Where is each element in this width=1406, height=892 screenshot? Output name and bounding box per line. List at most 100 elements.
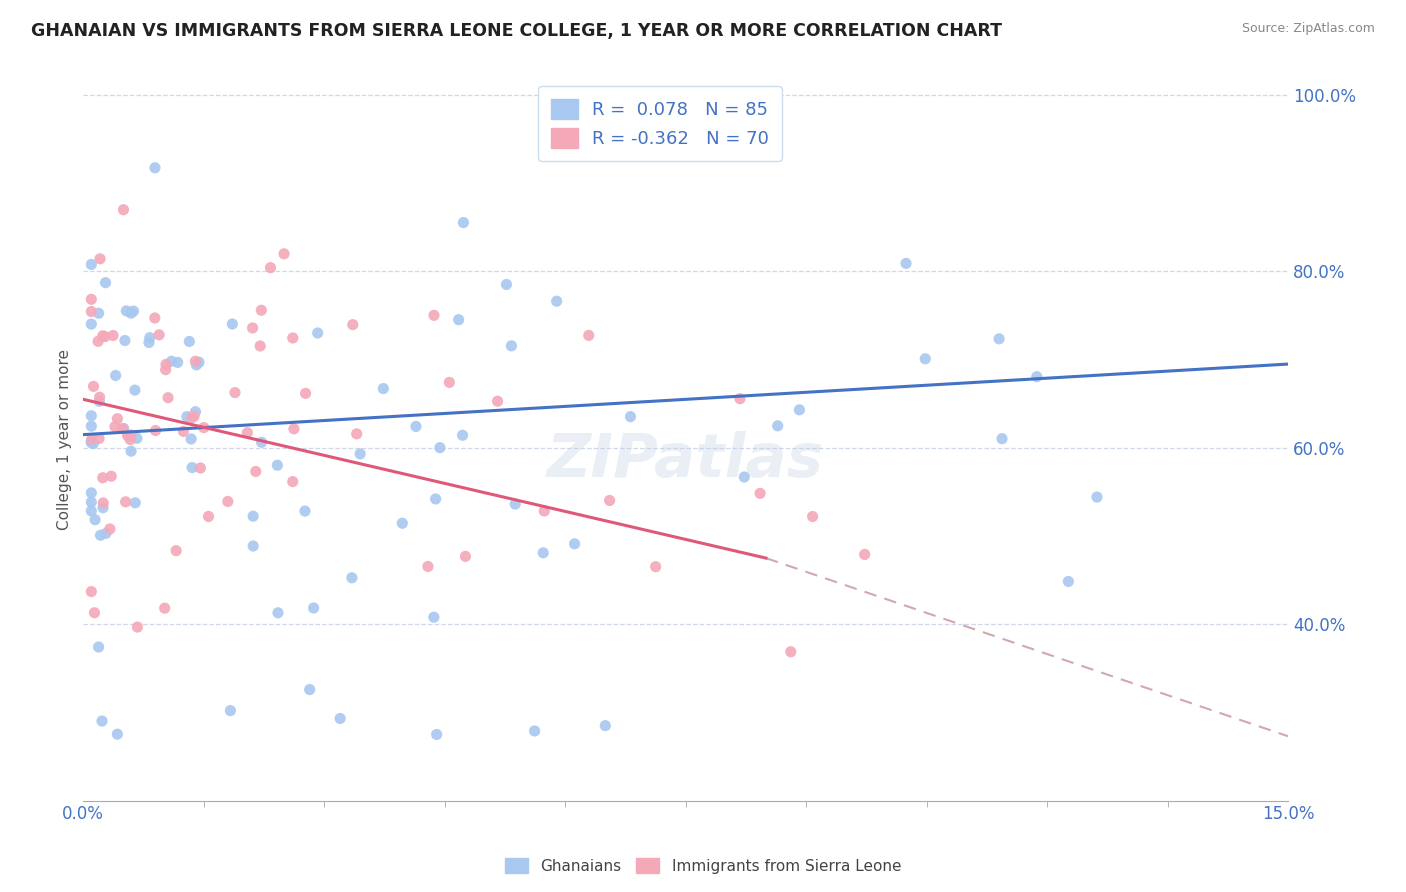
- Point: [453, 216, 475, 230]
- Point: [89, 390, 111, 404]
- Point: [80, 257, 103, 271]
- Point: [454, 549, 477, 564]
- Point: [80, 485, 103, 500]
- Point: [82, 436, 104, 450]
- Point: [104, 368, 127, 383]
- Point: [1057, 574, 1080, 589]
- Point: [853, 548, 876, 562]
- Point: [89, 528, 111, 542]
- Point: [294, 504, 316, 518]
- Point: [80, 419, 103, 434]
- Point: [124, 383, 146, 397]
- Point: [242, 539, 264, 553]
- Point: [148, 327, 170, 342]
- Point: [165, 543, 187, 558]
- Point: [250, 303, 273, 318]
- Point: [373, 382, 395, 396]
- Point: [120, 428, 142, 442]
- Point: [578, 328, 600, 343]
- Point: [267, 606, 290, 620]
- Point: [294, 386, 316, 401]
- Point: [114, 495, 136, 509]
- Point: [245, 465, 267, 479]
- Point: [120, 444, 142, 458]
- Point: [219, 704, 242, 718]
- Point: [425, 491, 447, 506]
- Point: [564, 537, 586, 551]
- Point: [160, 354, 183, 368]
- Point: [143, 310, 166, 325]
- Point: [302, 601, 325, 615]
- Point: [259, 260, 281, 275]
- Point: [80, 434, 103, 449]
- Point: [283, 422, 305, 436]
- Point: [172, 425, 194, 439]
- Point: [186, 358, 208, 372]
- Point: [101, 328, 124, 343]
- Text: Source: ZipAtlas.com: Source: ZipAtlas.com: [1241, 22, 1375, 36]
- Point: [501, 339, 523, 353]
- Y-axis label: College, 1 year or more: College, 1 year or more: [58, 349, 72, 530]
- Point: [533, 504, 555, 518]
- Point: [120, 306, 142, 320]
- Point: [155, 362, 177, 376]
- Point: [120, 433, 142, 447]
- Point: [801, 509, 824, 524]
- Point: [273, 247, 295, 261]
- Point: [127, 620, 149, 634]
- Point: [91, 471, 114, 485]
- Point: [749, 486, 772, 500]
- Point: [197, 509, 219, 524]
- Point: [114, 334, 136, 348]
- Point: [391, 516, 413, 531]
- Point: [1025, 369, 1047, 384]
- Text: GHANAIAN VS IMMIGRANTS FROM SIERRA LEONE COLLEGE, 1 YEAR OR MORE CORRELATION CHA: GHANAIAN VS IMMIGRANTS FROM SIERRA LEONE…: [31, 22, 1002, 40]
- Point: [346, 426, 368, 441]
- Point: [112, 421, 135, 435]
- Point: [342, 318, 364, 332]
- Point: [619, 409, 641, 424]
- Point: [184, 405, 207, 419]
- Point: [250, 435, 273, 450]
- Point: [329, 711, 352, 725]
- Point: [145, 424, 167, 438]
- Point: [80, 504, 103, 518]
- Point: [91, 496, 114, 510]
- Point: [188, 355, 211, 369]
- Point: [439, 376, 461, 390]
- Point: [94, 329, 117, 343]
- Point: [87, 306, 110, 320]
- Point: [181, 460, 204, 475]
- Point: [546, 294, 568, 309]
- Point: [176, 409, 198, 424]
- Point: [281, 331, 304, 345]
- Point: [153, 601, 176, 615]
- Point: [80, 304, 103, 318]
- Point: [894, 256, 917, 270]
- Point: [224, 385, 246, 400]
- Point: [1085, 490, 1108, 504]
- Point: [423, 309, 446, 323]
- Point: [166, 355, 188, 369]
- Point: [89, 252, 111, 266]
- Point: [143, 161, 166, 175]
- Point: [733, 470, 755, 484]
- Point: [429, 441, 451, 455]
- Point: [91, 714, 114, 728]
- Point: [80, 435, 103, 450]
- Point: [217, 494, 239, 508]
- Point: [80, 432, 103, 446]
- Point: [486, 394, 509, 409]
- Point: [180, 410, 202, 425]
- Point: [779, 645, 801, 659]
- Point: [193, 420, 215, 434]
- Point: [595, 719, 617, 733]
- Point: [190, 461, 212, 475]
- Point: [988, 332, 1011, 346]
- Point: [599, 493, 621, 508]
- Point: [340, 571, 363, 585]
- Point: [87, 640, 110, 654]
- Point: [111, 421, 134, 435]
- Point: [523, 723, 546, 738]
- Point: [447, 312, 470, 326]
